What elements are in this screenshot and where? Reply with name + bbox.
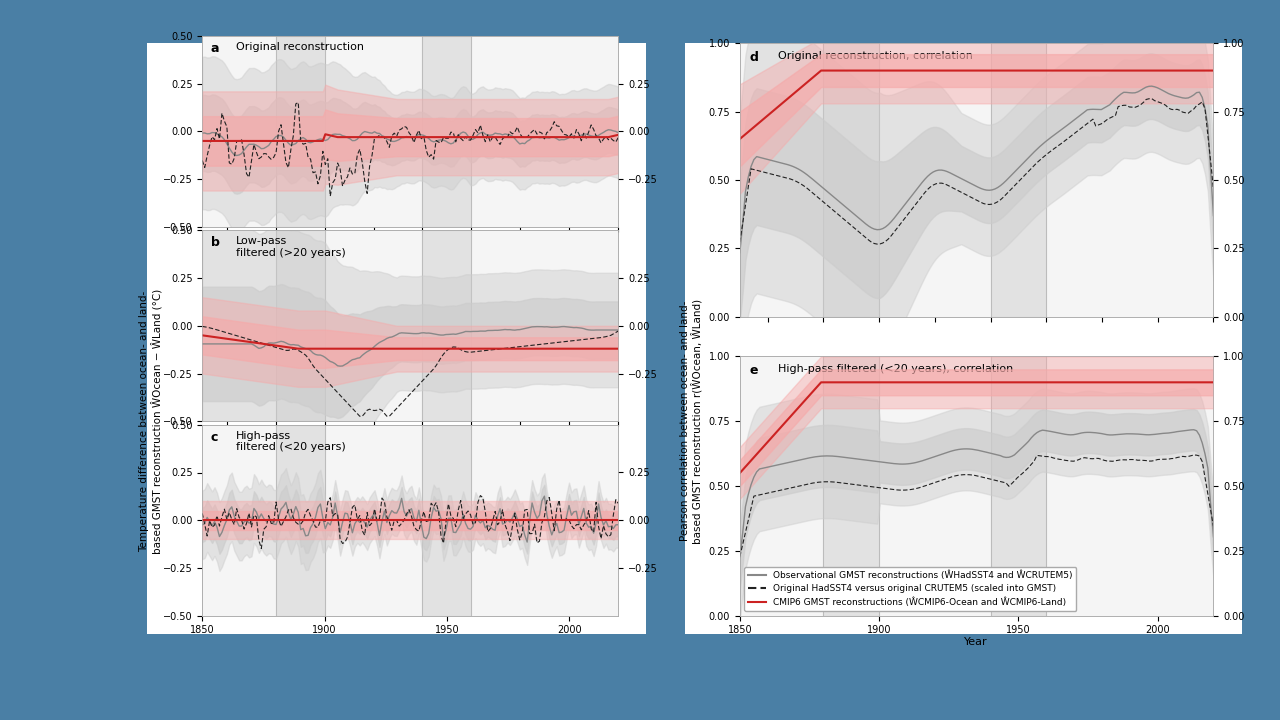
Text: c: c	[211, 431, 218, 444]
Text: e: e	[749, 364, 758, 377]
Text: High-pass
filtered (<20 years): High-pass filtered (<20 years)	[236, 431, 346, 452]
Bar	[275, 36, 325, 227]
Bar	[823, 43, 879, 317]
Text: Original reconstruction, correlation: Original reconstruction, correlation	[778, 51, 973, 61]
Bar	[422, 425, 471, 616]
Bar	[991, 356, 1046, 616]
Text: Low-pass
filtered (>20 years): Low-pass filtered (>20 years)	[236, 236, 346, 258]
Text: High-pass filtered (<20 years), correlation: High-pass filtered (<20 years), correlat…	[778, 364, 1012, 374]
Bar	[991, 43, 1046, 317]
Text: a: a	[211, 42, 219, 55]
Text: Original reconstruction: Original reconstruction	[236, 42, 364, 52]
Bar	[422, 230, 471, 421]
Text: b: b	[211, 236, 219, 249]
Bar	[823, 356, 879, 616]
Legend: Observational GMST reconstructions (ŴHadSST4 and ŴCRUTEM5), Original HadSST4 ver: Observational GMST reconstructions (ŴHad…	[745, 567, 1076, 611]
Bar	[275, 425, 325, 616]
Bar	[275, 230, 325, 421]
Text: Temperature difference between ocean- and land-
based GMST reconstruction ŴOcean: Temperature difference between ocean- an…	[140, 289, 163, 554]
Text: Year: Year	[964, 637, 987, 647]
Bar	[422, 36, 471, 227]
Text: d: d	[749, 51, 758, 64]
Text: Pearson correlation between ocean- and land-
based GMST reconstruction r(ŴOcean,: Pearson correlation between ocean- and l…	[680, 299, 703, 544]
